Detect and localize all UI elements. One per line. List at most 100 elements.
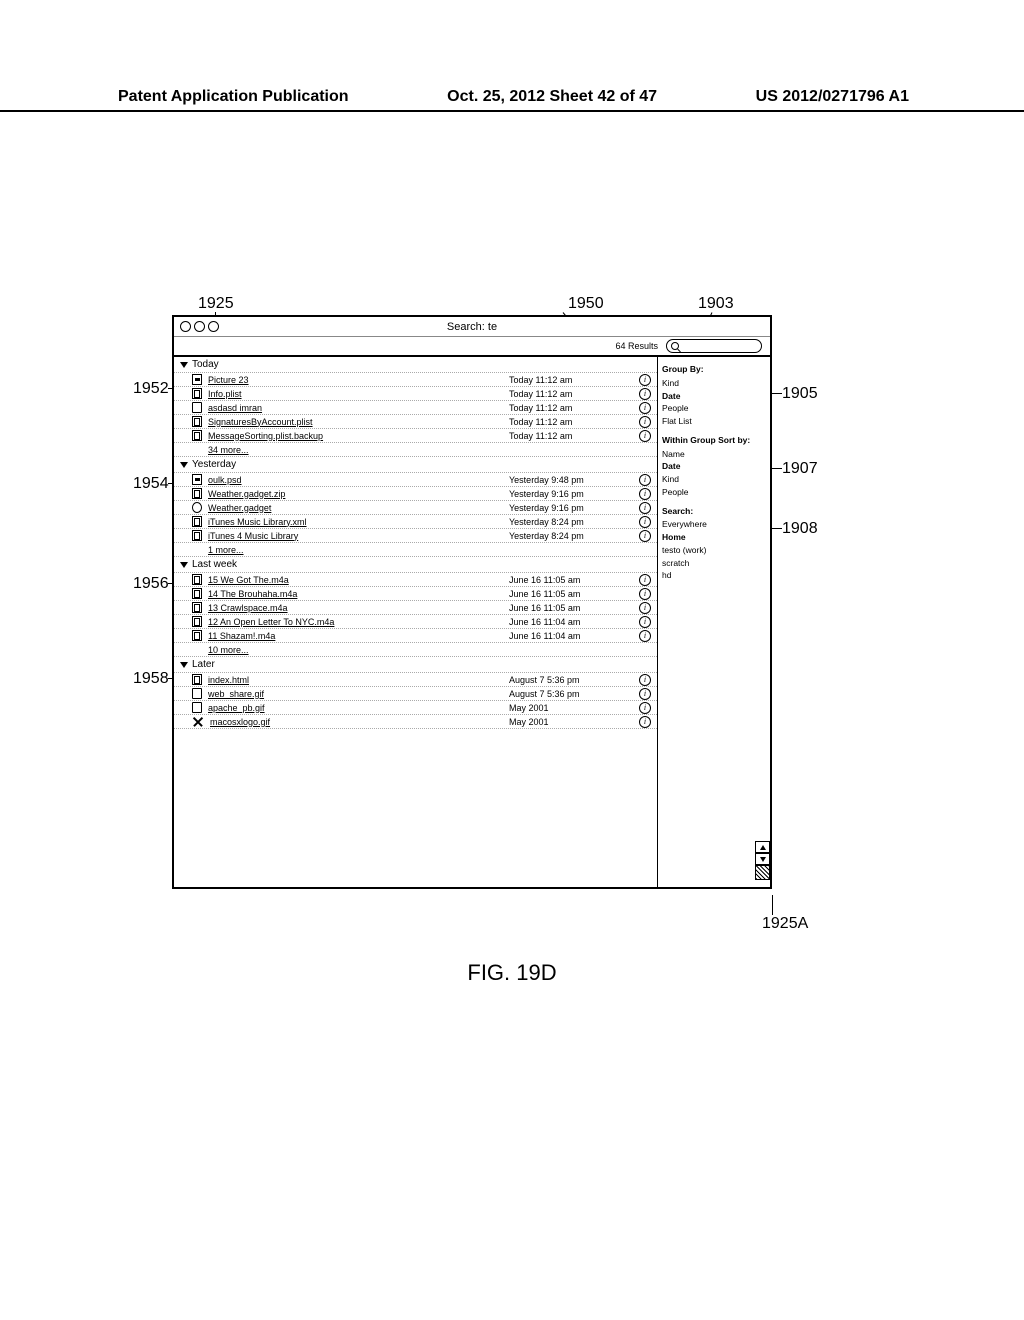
info-button[interactable]: i [639,616,651,628]
info-button[interactable]: i [639,674,651,686]
scroll-down-btn[interactable] [755,853,770,865]
file-name: asdasd imran [208,403,509,413]
result-row[interactable]: asdasd imranToday 11:12 ami [174,401,657,415]
info-button[interactable]: i [639,574,651,586]
file-icon [192,416,202,427]
result-row[interactable]: 14 The Brouhaha.m4aJune 16 11:05 ami [174,587,657,601]
info-button[interactable]: i [639,630,651,642]
result-row[interactable]: iTunes Music Library.xmlYesterday 8:24 p… [174,515,657,529]
sidebar-item-scope[interactable]: Home [662,531,766,544]
sidebar-item-sortby[interactable]: Date [662,460,766,473]
group-header[interactable]: Yesterday [174,457,657,473]
ref-1907: 1907 [782,460,818,478]
sidebar-item-sortby[interactable]: People [662,486,766,499]
file-date: Today 11:12 am [509,431,639,441]
minimize-icon[interactable] [194,321,205,332]
sidebar-item-scope[interactable]: scratch [662,557,766,570]
info-button[interactable]: i [639,588,651,600]
arrow-down-icon [760,857,766,862]
file-date: June 16 11:04 am [509,617,639,627]
info-button[interactable]: i [639,388,651,400]
more-link[interactable]: 34 more... [208,445,249,455]
sidebar-item-groupby[interactable]: Kind [662,377,766,390]
scroll-controls [755,841,770,887]
group-label: Last week [192,559,237,570]
more-link[interactable]: 1 more... [208,545,244,555]
resize-grip-icon[interactable] [755,865,770,880]
sidebar-item-groupby[interactable]: People [662,402,766,415]
header-center: Oct. 25, 2012 Sheet 42 of 47 [447,88,657,106]
result-row[interactable]: SignaturesByAccount.plistToday 11:12 ami [174,415,657,429]
result-row[interactable]: 11 Shazam!.m4aJune 16 11:04 ami [174,629,657,643]
file-icon [192,630,202,641]
file-name: MessageSorting.plist.backup [208,431,509,441]
close-icon[interactable] [180,321,191,332]
scroll-up-btn[interactable] [755,841,770,853]
result-row[interactable]: Weather.gadgetYesterday 9:16 pmi [174,501,657,515]
result-row[interactable]: macosxlogo.gifMay 2001i [174,715,657,729]
zoom-icon[interactable] [208,321,219,332]
info-button[interactable]: i [639,488,651,500]
file-name: 11 Shazam!.m4a [208,631,509,641]
result-row[interactable]: apache_pb.gifMay 2001i [174,701,657,715]
sidebar-item-sortby[interactable]: Name [662,448,766,461]
file-icon [192,702,202,713]
file-name: Picture 23 [208,375,509,385]
file-date: May 2001 [509,717,639,727]
info-button[interactable]: i [639,430,651,442]
group-header[interactable]: Today [174,357,657,373]
search-window: Search: te 64 Results TodayPicture 23Tod… [172,315,772,889]
more-link[interactable]: 10 more... [208,645,249,655]
result-row[interactable]: 15 We Got The.m4aJune 16 11:05 ami [174,573,657,587]
info-button[interactable]: i [639,502,651,514]
result-row[interactable]: Picture 23Today 11:12 ami [174,373,657,387]
sidebar-item-scope[interactable]: testo (work) [662,544,766,557]
info-button[interactable]: i [639,702,651,714]
sidebar-item-groupby[interactable]: Date [662,390,766,403]
sidebar-item-scope[interactable]: Everywhere [662,518,766,531]
result-row[interactable]: MessageSorting.plist.backupToday 11:12 a… [174,429,657,443]
sidebar-item-sortby[interactable]: Kind [662,473,766,486]
sidebar-item-groupby[interactable]: Flat List [662,415,766,428]
file-icon [192,688,202,699]
file-date: Today 11:12 am [509,375,639,385]
header-left: Patent Application Publication [118,88,349,106]
ref-1958: 1958 [133,670,169,688]
file-icon [192,388,202,399]
result-row[interactable]: Info.plistToday 11:12 ami [174,387,657,401]
info-button[interactable]: i [639,374,651,386]
result-row[interactable]: index.htmlAugust 7 5:36 pmi [174,673,657,687]
file-icon [192,430,202,441]
sidebar-section-title: Within Group Sort by: [662,434,766,447]
file-name: apache_pb.gif [208,703,509,713]
file-icon [192,716,204,728]
file-name: oulk.psd [208,475,509,485]
info-button[interactable]: i [639,416,651,428]
more-link-row: 10 more... [174,643,657,657]
info-button[interactable]: i [639,602,651,614]
info-button[interactable]: i [639,530,651,542]
header-right: US 2012/0271796 A1 [756,88,909,106]
search-icon [671,342,679,350]
result-row[interactable]: oulk.psdYesterday 9:48 pmi [174,473,657,487]
result-row[interactable]: Weather.gadget.zipYesterday 9:16 pmi [174,487,657,501]
sidebar-section-title: Search: [662,505,766,518]
info-button[interactable]: i [639,402,651,414]
group-header[interactable]: Later [174,657,657,673]
file-name: index.html [208,675,509,685]
search-input[interactable] [666,339,762,353]
info-button[interactable]: i [639,716,651,728]
file-date: Today 11:12 am [509,403,639,413]
info-button[interactable]: i [639,474,651,486]
result-row[interactable]: 13 Crawlspace.m4aJune 16 11:05 ami [174,601,657,615]
result-row[interactable]: iTunes 4 Music LibraryYesterday 8:24 pmi [174,529,657,543]
sidebar-item-scope[interactable]: hd [662,569,766,582]
file-icon [192,588,202,599]
result-row[interactable]: 12 An Open Letter To NYC.m4aJune 16 11:0… [174,615,657,629]
info-button[interactable]: i [639,688,651,700]
info-button[interactable]: i [639,516,651,528]
result-row[interactable]: web_share.gifAugust 7 5:36 pmi [174,687,657,701]
traffic-lights[interactable] [174,321,219,332]
disclosure-triangle-icon [180,562,188,568]
group-header[interactable]: Last week [174,557,657,573]
